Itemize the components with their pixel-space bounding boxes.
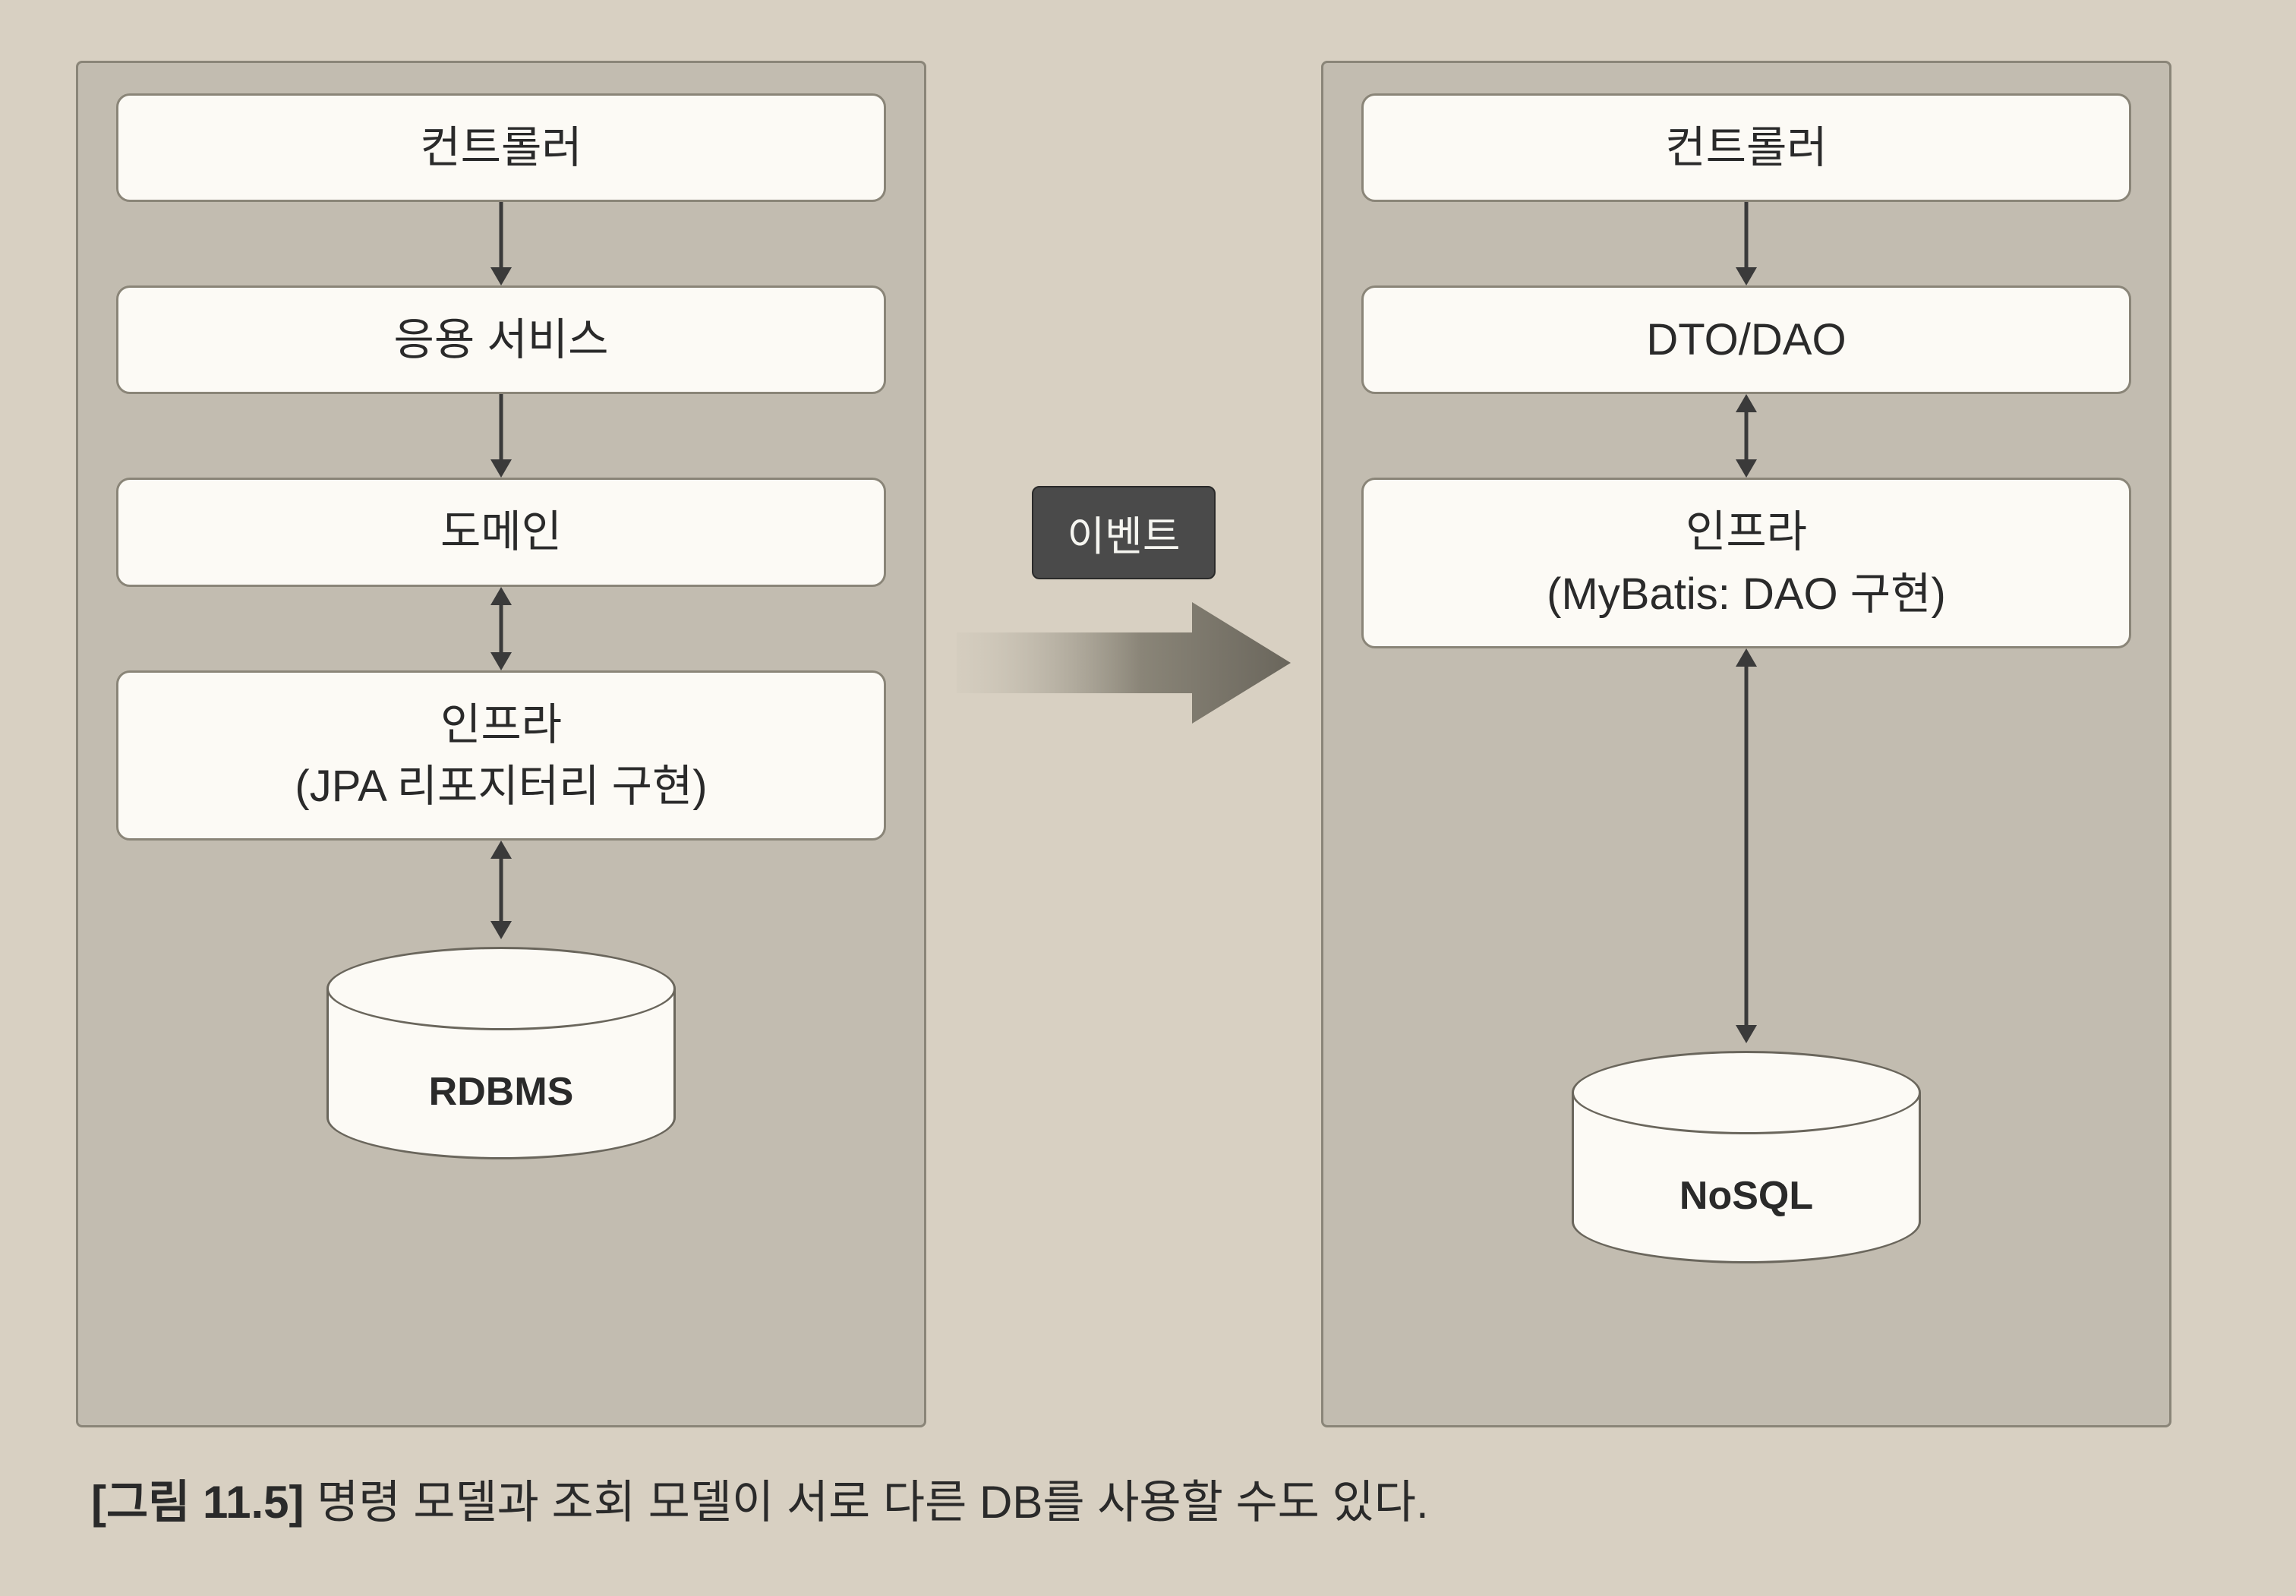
infra-jpa-box: 인프라 (JPA 리포지터리 구현): [116, 670, 886, 841]
box-label-line1: 인프라: [440, 700, 562, 749]
box-label: DTO/DAO: [1646, 315, 1846, 364]
caption-number: [그림 11.5]: [91, 1477, 304, 1528]
db-label: NoSQL: [1679, 1173, 1813, 1219]
infra-mybatis-box: 인프라 (MyBatis: DAO 구현): [1361, 478, 2131, 648]
controller-box: 컨트롤러: [116, 93, 886, 202]
figure-caption: [그림 11.5] 명령 모델과 조회 모델이 서로 다른 DB를 사용할 수도…: [30, 1443, 2266, 1554]
event-badge: 이벤트: [1032, 486, 1215, 579]
box-label-line1: 인프라: [1686, 507, 1807, 557]
box-label: 도메인: [440, 507, 562, 557]
box-label: 컨트롤러: [420, 123, 582, 172]
arrow-down: [1724, 202, 1769, 285]
badge-label: 이벤트: [1067, 514, 1180, 560]
arrow-down: [478, 202, 524, 285]
architecture-diagram: 컨트롤러 응용 서비스 도메인 인: [30, 30, 2266, 1443]
box-label: 응용 서비스: [394, 315, 609, 364]
center-connector: 이벤트: [957, 486, 1291, 724]
box-label: 컨트롤러: [1665, 123, 1827, 172]
query-model-panel: 컨트롤러 DTO/DAO 인프라 (MyBatis: DAO 구현): [1321, 61, 2171, 1427]
db-label: RDBMS: [429, 1069, 574, 1115]
arrow-both-long: [1724, 648, 1769, 1043]
caption-text: 명령 모델과 조회 모델이 서로 다른 DB를 사용할 수도 있다.: [304, 1477, 1429, 1528]
command-model-panel: 컨트롤러 응용 서비스 도메인 인: [76, 61, 926, 1427]
dto-dao-box: DTO/DAO: [1361, 285, 2131, 394]
event-arrow-icon: [957, 602, 1291, 724]
arrow-down: [478, 394, 524, 478]
domain-box: 도메인: [116, 478, 886, 586]
box-label-line2: (MyBatis: DAO 구현): [1547, 569, 1946, 619]
arrow-both: [478, 587, 524, 670]
nosql-cylinder: NoSQL: [1572, 1051, 1921, 1263]
rdbms-cylinder: RDBMS: [326, 947, 676, 1159]
controller-box: 컨트롤러: [1361, 93, 2131, 202]
app-service-box: 응용 서비스: [116, 285, 886, 394]
arrow-both: [1724, 394, 1769, 478]
arrow-both: [478, 841, 524, 939]
box-label-line2: (JPA 리포지터리 구현): [295, 762, 707, 811]
